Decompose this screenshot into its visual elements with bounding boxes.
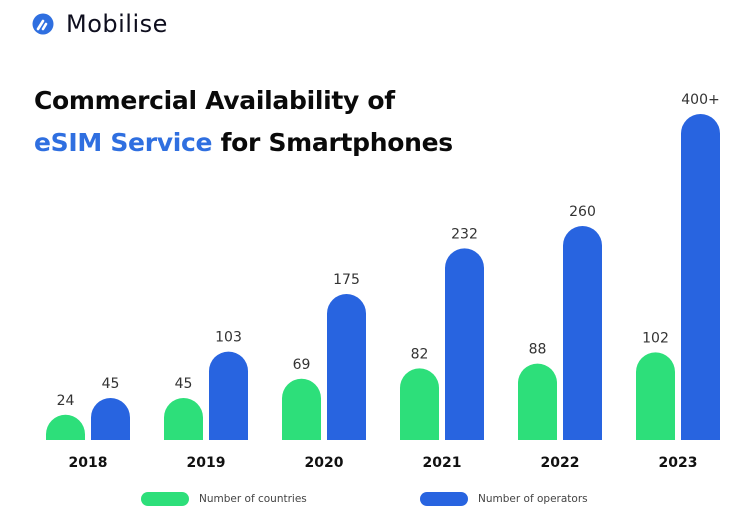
legend-swatch-operators [420, 492, 468, 506]
data-label-operators-2022: 260 [569, 204, 596, 220]
bar-operators-2020 [327, 294, 366, 440]
bar-operators-2022 [563, 226, 602, 440]
legend-label-countries: Number of countries [199, 493, 307, 505]
data-label-countries-2019: 45 [175, 376, 193, 392]
bar-countries-2020 [282, 378, 321, 440]
data-label-countries-2023: 102 [642, 330, 669, 346]
data-label-operators-2021: 232 [451, 226, 478, 242]
chart-title: Commercial Availability of eSIM Service … [34, 80, 453, 164]
legend-label-operators: Number of operators [478, 493, 588, 505]
legend-swatch-countries [141, 492, 189, 506]
data-label-countries-2020: 69 [293, 357, 311, 373]
bar-operators-2021 [445, 248, 484, 440]
x-tick-label-2023: 2023 [659, 455, 698, 471]
title-line-2: eSIM Service for Smartphones [34, 122, 453, 164]
data-label-countries-2022: 88 [529, 342, 547, 358]
bar-operators-2023 [681, 114, 720, 440]
bar-countries-2021 [400, 368, 439, 440]
data-label-operators-2018: 45 [102, 376, 120, 392]
bar-countries-2019 [164, 398, 203, 440]
brand-name: Mobilise [66, 10, 168, 38]
title-highlight: eSIM Service [34, 128, 213, 157]
data-label-operators-2023: 400+ [681, 92, 719, 108]
brand: Mobilise [32, 10, 168, 38]
mobilise-logo-icon [32, 13, 54, 35]
data-label-countries-2018: 24 [57, 393, 75, 409]
x-tick-label-2018: 2018 [69, 455, 108, 471]
legend-item-countries: Number of countries [141, 492, 307, 506]
title-line-1: Commercial Availability of [34, 86, 395, 115]
data-label-countries-2021: 82 [411, 346, 429, 362]
x-tick-label-2019: 2019 [187, 455, 226, 471]
x-tick-label-2020: 2020 [305, 455, 344, 471]
data-label-operators-2019: 103 [215, 330, 242, 346]
bar-countries-2022 [518, 363, 557, 440]
title-line-2-rest: for Smartphones [212, 128, 454, 157]
bar-countries-2018 [46, 414, 85, 440]
bar-countries-2023 [636, 352, 676, 440]
bar-operators-2018 [91, 398, 130, 440]
bar-operators-2019 [209, 351, 248, 440]
data-label-operators-2020: 175 [333, 272, 360, 288]
legend-item-operators: Number of operators [420, 492, 588, 506]
x-tick-label-2022: 2022 [541, 455, 580, 471]
x-tick-label-2021: 2021 [423, 455, 462, 471]
